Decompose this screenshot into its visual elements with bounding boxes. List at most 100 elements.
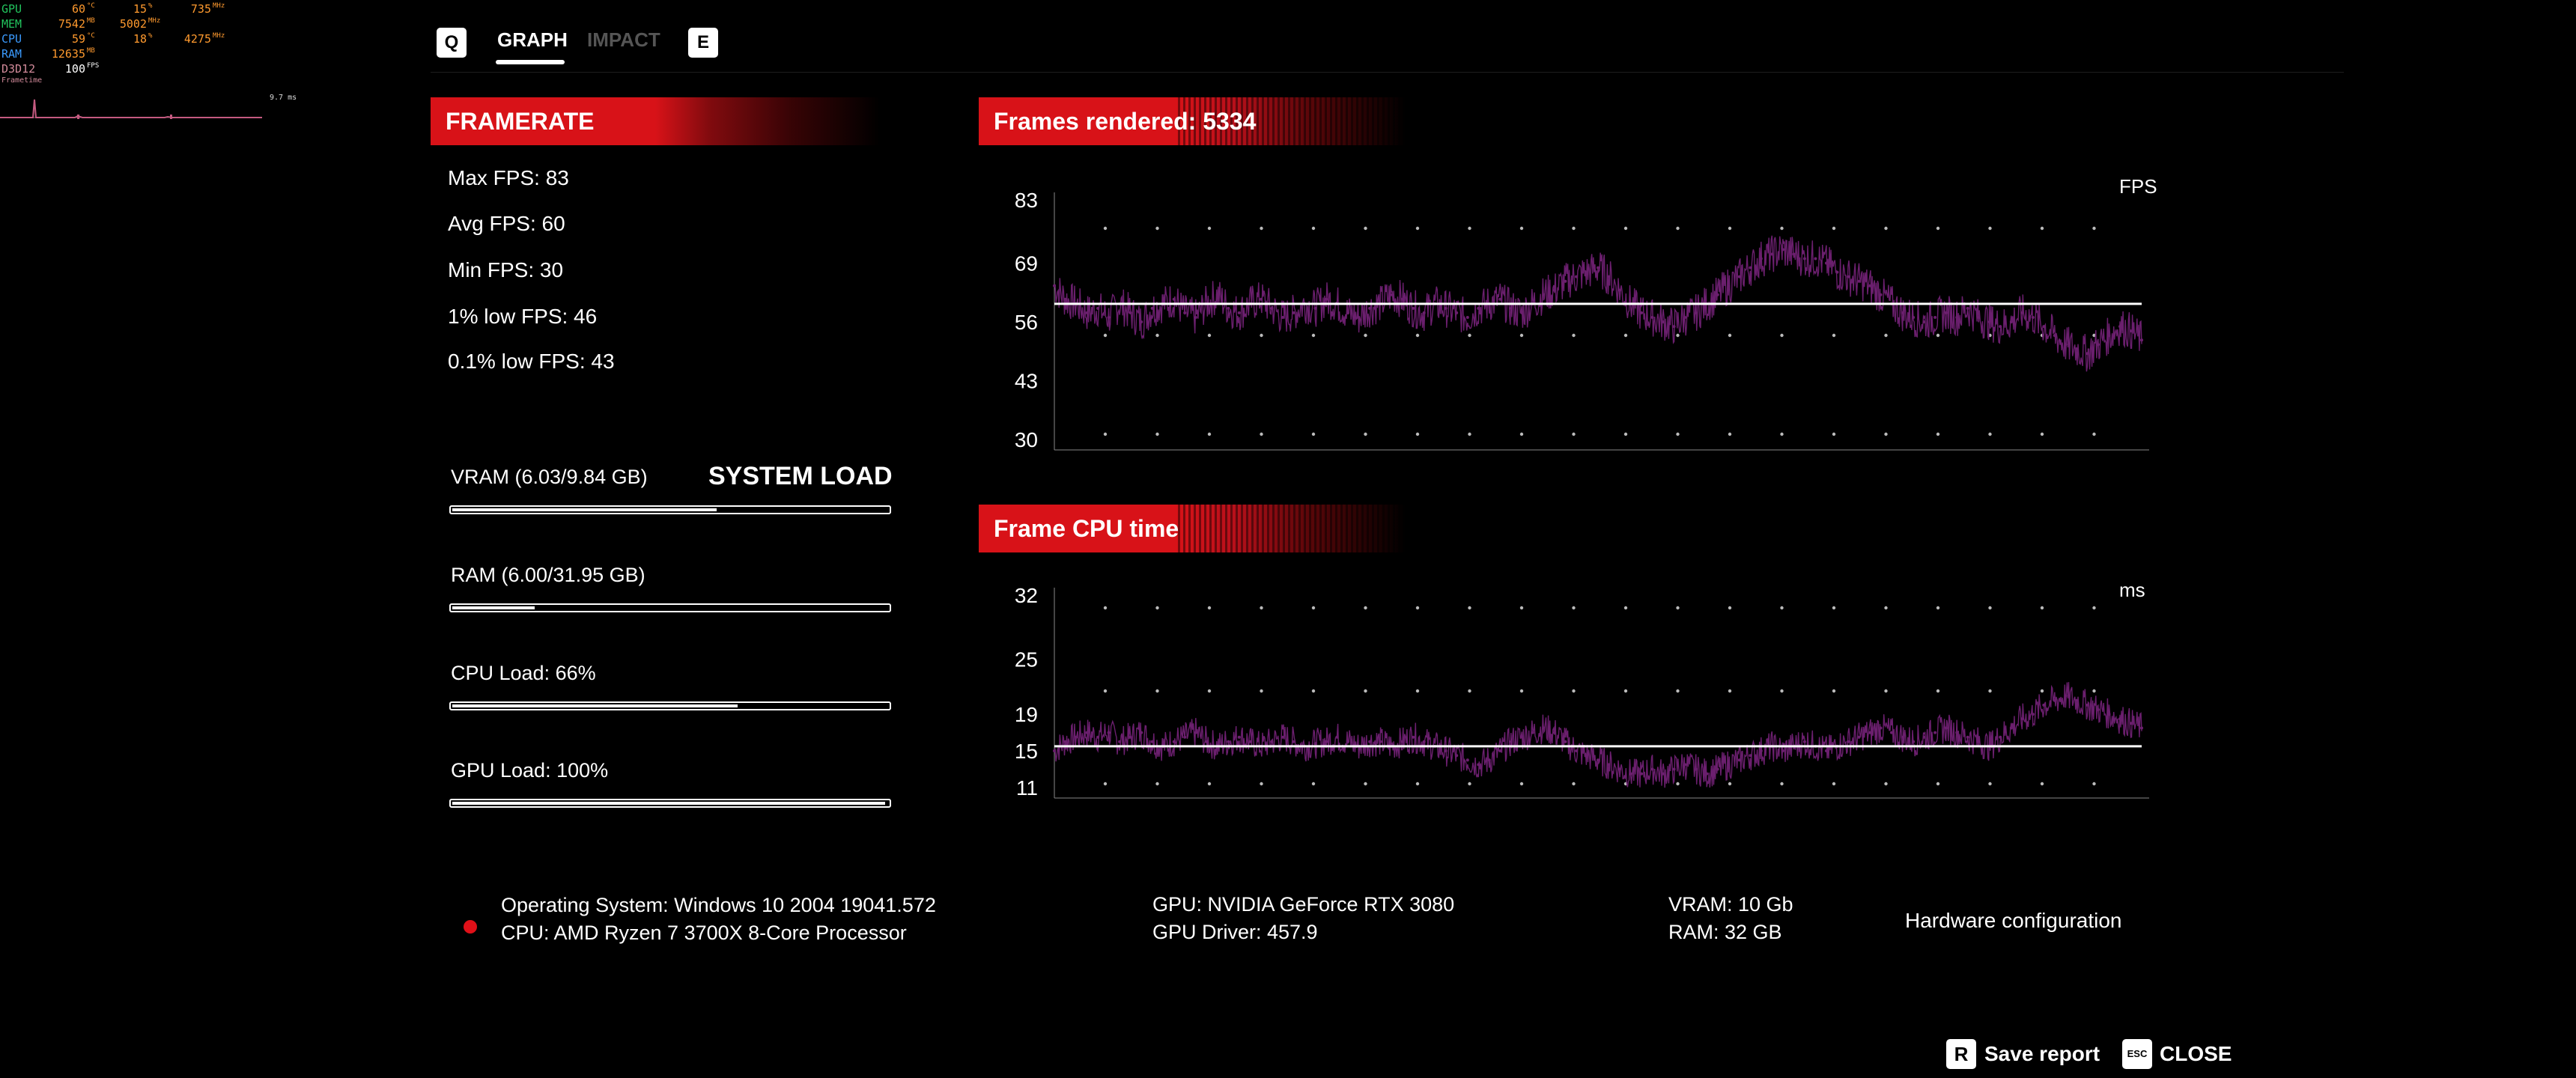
- data-point: [1575, 275, 1578, 278]
- data-point: [1977, 316, 1981, 319]
- data-point: [1727, 763, 1731, 767]
- data-point: [1368, 306, 1372, 310]
- data-point: [1901, 735, 1904, 739]
- grid-dot: [1884, 226, 1888, 231]
- y-tick-label: 15: [1015, 740, 1038, 763]
- y-tick-label: 11: [1016, 776, 1038, 800]
- data-point: [2020, 311, 2024, 314]
- data-point: [2031, 713, 2035, 716]
- grid-dot: [1364, 226, 1367, 231]
- save-report-key[interactable]: R: [1946, 1039, 1976, 1069]
- data-point: [1150, 306, 1154, 310]
- osd-unit: %: [148, 32, 153, 40]
- data-point: [1270, 306, 1274, 310]
- tab-impact[interactable]: IMPACT: [587, 28, 660, 51]
- close-key[interactable]: ESC: [2122, 1039, 2152, 1069]
- data-point: [1183, 735, 1187, 739]
- data-point: [1237, 735, 1241, 739]
- cpu-load-label: CPU Load: 66%: [451, 662, 596, 684]
- data-point: [2086, 352, 2089, 356]
- data-point: [1662, 772, 1665, 776]
- grid-dot: [1936, 333, 1940, 338]
- save-report-button[interactable]: Save report: [1984, 1042, 2100, 1065]
- grid-dot: [1103, 782, 1108, 786]
- hw-gpu: GPU: NVIDIA GeForce RTX 3080: [1152, 893, 1455, 916]
- data-point: [1564, 279, 1567, 283]
- osd-value: 60: [71, 2, 85, 16]
- tab-next-key[interactable]: E: [688, 28, 718, 58]
- grid-dot: [1103, 606, 1108, 610]
- grid-dot: [1676, 689, 1680, 693]
- grid-dot: [1936, 606, 1940, 610]
- grid-dot: [1260, 606, 1263, 610]
- tab-active-indicator: [496, 60, 565, 64]
- grid-dot: [1415, 689, 1420, 693]
- data-point: [1194, 316, 1197, 319]
- data-point: [2107, 334, 2111, 338]
- osd-unit: °C: [87, 2, 95, 10]
- data-point: [1498, 749, 1502, 752]
- vram-load-bar: [449, 505, 891, 514]
- data-point: [2118, 717, 2121, 721]
- data-point: [1172, 740, 1176, 743]
- data-point: [1662, 320, 1665, 323]
- grid-dot: [1519, 432, 1524, 436]
- data-point: [1966, 306, 1969, 310]
- data-point: [1955, 731, 1959, 734]
- gpu-load-fill: [452, 802, 885, 805]
- osd-unit: MHz: [213, 32, 225, 40]
- tab-prev-key[interactable]: Q: [437, 28, 467, 58]
- gpu-load-label: GPU Load: 100%: [451, 759, 609, 782]
- grid-dot: [1415, 333, 1420, 338]
- tab-graph[interactable]: GRAPH: [497, 28, 568, 51]
- data-point: [1281, 316, 1284, 319]
- data-point: [1096, 306, 1100, 310]
- osd-unit: MHz: [213, 2, 225, 10]
- grid-dot: [1936, 226, 1940, 231]
- grid-dot: [1103, 689, 1108, 693]
- grid-dot: [1155, 333, 1159, 338]
- data-point: [2129, 722, 2133, 725]
- grid-dot: [1832, 606, 1836, 610]
- data-point: [1335, 735, 1339, 739]
- data-point: [1759, 749, 1763, 752]
- data-point: [1150, 740, 1154, 743]
- data-point: [2074, 347, 2078, 351]
- osd-label: RAM: [1, 47, 22, 61]
- close-button[interactable]: CLOSE: [2160, 1042, 2232, 1065]
- data-point: [2107, 713, 2111, 716]
- data-point: [1640, 772, 1644, 776]
- data-point: [1694, 767, 1698, 771]
- data-point: [1281, 735, 1284, 739]
- grid-dot: [2092, 432, 2096, 436]
- grid-dot: [1884, 782, 1888, 786]
- data-point: [1412, 306, 1415, 310]
- hw-vram: VRAM: 10 Gb: [1668, 893, 1793, 916]
- osd-label: D3D12: [1, 62, 36, 76]
- grid-dot: [1936, 689, 1940, 693]
- data-point: [1999, 325, 2002, 329]
- grid-dot: [1103, 333, 1108, 338]
- data-point: [1422, 740, 1426, 743]
- data-point: [1564, 740, 1567, 743]
- data-point: [1759, 257, 1763, 261]
- data-point: [1802, 740, 1806, 743]
- data-point: [1727, 284, 1731, 287]
- data-point: [1075, 735, 1078, 739]
- data-point: [1128, 311, 1132, 314]
- data-point: [1509, 740, 1513, 743]
- vram-load-fill: [452, 508, 717, 511]
- grid-dot: [1468, 226, 1471, 231]
- data-point: [1890, 731, 1893, 734]
- grid-dot: [1260, 226, 1263, 231]
- hardware-configuration-title: Hardware configuration: [1905, 909, 2122, 932]
- data-point: [1716, 767, 1719, 771]
- grid-dots: [1103, 606, 2096, 786]
- data-point: [1585, 754, 1589, 758]
- data-point: [1737, 758, 1741, 762]
- data-point: [1346, 311, 1349, 314]
- data-point: [1749, 266, 1752, 270]
- ram-load-bar: [449, 603, 891, 612]
- grid-dot: [2092, 689, 2096, 693]
- data-point: [1597, 758, 1600, 762]
